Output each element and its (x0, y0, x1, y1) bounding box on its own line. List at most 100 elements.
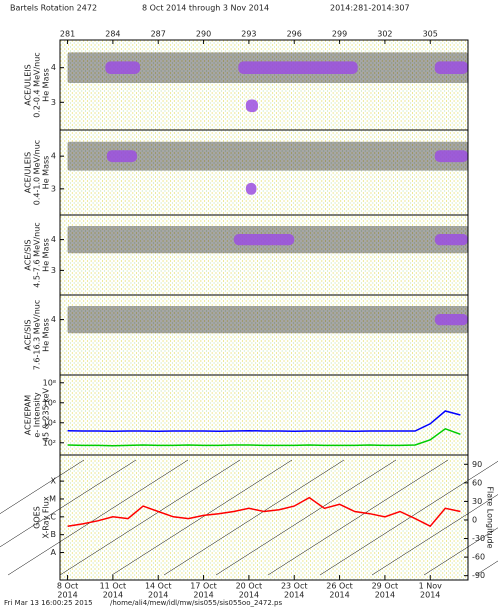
y-tick-label: A (51, 548, 57, 557)
high-density-band (434, 314, 468, 326)
day-grid (60, 130, 468, 215)
bottom-tick-label: 11 Oct (100, 582, 127, 591)
data-line (67, 427, 461, 447)
y-axis-label: He Mass (42, 238, 51, 272)
bottom-tick-year: 2014 (193, 591, 213, 600)
density-band (67, 306, 469, 334)
y-axis-label: ACE/ULEIS (24, 152, 33, 193)
top-tick-label: 287 (151, 30, 166, 39)
y-tick-label: 10⁸ (43, 378, 56, 387)
high-density-band (245, 182, 257, 195)
data-line (67, 410, 461, 433)
y-tick-label: 4 (51, 152, 56, 161)
bottom-tick-year: 2014 (375, 591, 395, 600)
day-grid (60, 455, 468, 580)
top-tick-label: 305 (423, 30, 438, 39)
bottom-tick-year: 2014 (57, 591, 77, 600)
bottom-tick-label: 14 Oct (145, 582, 172, 591)
y-axis-label: 45 & 235 keV (42, 387, 51, 442)
high-density-band (245, 99, 258, 113)
y-tick-label: 3 (51, 98, 56, 107)
bottom-tick-label: 8 Oct (57, 582, 78, 591)
high-density-band (105, 61, 141, 74)
rotation-track (0, 459, 137, 548)
bottom-tick-year: 2014 (103, 591, 123, 600)
y-axis-label: ACE/ULEIS (24, 64, 33, 105)
top-tick-label: 290 (196, 30, 211, 39)
top-tick-label: 293 (241, 30, 256, 39)
bottom-tick-year: 2014 (420, 591, 440, 600)
day-grid (60, 295, 468, 375)
y-axis-label: He Mass (42, 68, 51, 102)
y2-tick-label: 60 (472, 478, 482, 487)
y-axis-label: 0.2-0.4 MeV/nuc (33, 52, 42, 117)
y-axis-label: He Mass (42, 318, 51, 352)
rotation-track (7, 459, 189, 576)
rotation-track (371, 494, 498, 576)
y-tick-label: X (51, 477, 57, 486)
doy-range: 2014:281-2014:307 (330, 4, 410, 13)
top-tick-label: 302 (377, 30, 392, 39)
top-tick-label: 281 (60, 30, 75, 39)
rotation-track (267, 459, 449, 576)
high-density-band (434, 150, 468, 163)
high-density-band (233, 234, 295, 246)
y-tick-label: 10⁴ (43, 418, 56, 427)
y-tick-label: 10² (43, 438, 56, 447)
bottom-tick-year: 2014 (148, 591, 168, 600)
bottom-tick-label: 29 Oct (372, 582, 399, 591)
day-grid (60, 40, 468, 130)
y-axis-label: ACE/SIS (24, 239, 33, 270)
high-density-band (434, 61, 468, 74)
top-tick-label: 296 (287, 30, 302, 39)
y-tick-label: 4 (51, 235, 56, 244)
y-tick-label: 3 (51, 266, 56, 275)
y-axis-label: 7.6-16.3 MeV/nuc (33, 300, 42, 371)
bottom-tick-label: 26 Oct (326, 582, 353, 591)
top-tick-label: 284 (105, 30, 120, 39)
y-axis-label: ACE/SIS (24, 319, 33, 350)
rotation-track (215, 459, 397, 576)
rotation-track (319, 460, 498, 576)
data-line (67, 496, 461, 528)
rotation-track (423, 527, 498, 576)
y2-tick-label: 90 (472, 460, 482, 469)
rotation-track (111, 459, 293, 576)
footer-timestamp: Fri Mar 13 16:00:25 2015 (4, 599, 93, 607)
y2-tick-label: 30 (472, 497, 482, 506)
y2-tick-label: -90 (472, 571, 485, 580)
high-density-band (238, 61, 358, 74)
top-tick-label: 299 (332, 30, 347, 39)
y-axis-label: 4.5-7.6 MeV/nuc (33, 222, 42, 287)
y-axis-label: 0.4-1.0 MeV/nuc (33, 140, 42, 205)
date-range: 8 Oct 2014 through 3 Nov 2014 (142, 4, 269, 13)
panel-frame (59, 454, 469, 581)
bottom-tick-year: 2014 (239, 591, 259, 600)
y-axis-label: He Mass (42, 156, 51, 190)
density-band (67, 141, 469, 171)
y2-tick-label: 0 (472, 515, 477, 524)
y-axis-label: ACE/EPAM (24, 395, 33, 436)
day-grid (60, 375, 468, 455)
bottom-tick-label: 20 Oct (236, 582, 263, 591)
y-tick-label: C (50, 512, 56, 521)
day-grid (60, 215, 468, 295)
rotation-label: Bartels Rotation 2472 (10, 4, 97, 13)
y-tick-label: 10⁶ (43, 398, 56, 407)
rotation-track (163, 459, 345, 576)
rotation-track (0, 459, 85, 514)
y-tick-label: B (51, 530, 57, 539)
high-density-band (434, 234, 468, 246)
y2-axis-label: Flare Longitude (486, 486, 495, 548)
high-density-band (106, 150, 138, 163)
bottom-tick-year: 2014 (284, 591, 304, 600)
y-tick-label: 4 (51, 315, 56, 324)
y-axis-label: GOES (33, 506, 42, 529)
y2-tick-label: -30 (472, 534, 485, 543)
bottom-tick-label: 17 Oct (190, 582, 217, 591)
rotation-track (59, 459, 241, 576)
bottom-tick-label: 23 Oct (281, 582, 308, 591)
y2-tick-label: -60 (472, 553, 485, 562)
